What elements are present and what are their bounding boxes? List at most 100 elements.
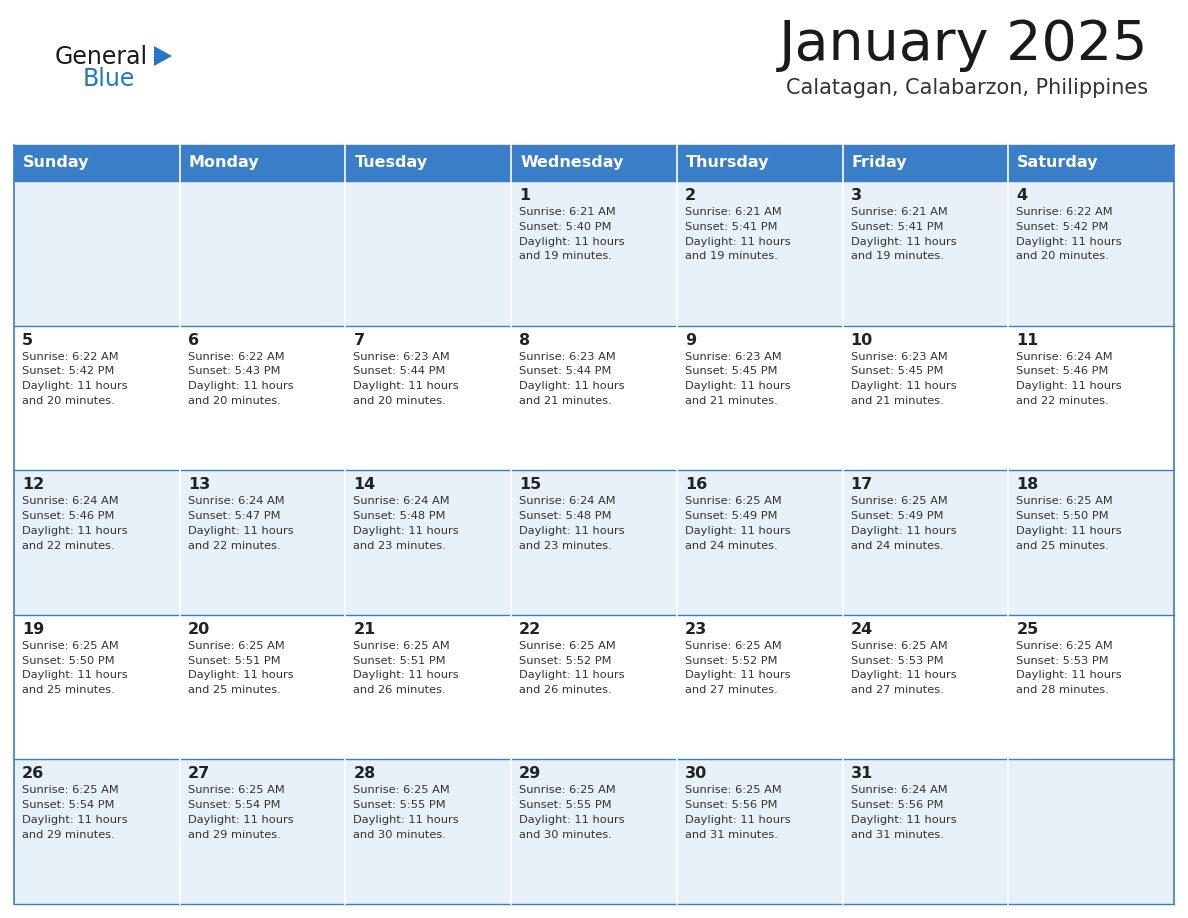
Text: 24: 24	[851, 621, 873, 637]
Text: Sunrise: 6:24 AM: Sunrise: 6:24 AM	[1016, 352, 1113, 362]
Text: Wednesday: Wednesday	[520, 155, 624, 171]
Text: Sunset: 5:49 PM: Sunset: 5:49 PM	[851, 511, 943, 521]
Text: and 20 minutes.: and 20 minutes.	[353, 396, 447, 406]
Text: 29: 29	[519, 767, 542, 781]
Text: Sunset: 5:53 PM: Sunset: 5:53 PM	[1016, 655, 1108, 666]
Text: Daylight: 11 hours: Daylight: 11 hours	[519, 237, 625, 247]
Text: Sunrise: 6:24 AM: Sunrise: 6:24 AM	[23, 497, 119, 506]
Text: Sunrise: 6:25 AM: Sunrise: 6:25 AM	[1016, 497, 1113, 506]
Text: and 31 minutes.: and 31 minutes.	[851, 830, 943, 840]
Text: 27: 27	[188, 767, 210, 781]
Text: Saturday: Saturday	[1017, 155, 1099, 171]
Text: Sunset: 5:51 PM: Sunset: 5:51 PM	[188, 655, 280, 666]
Text: Blue: Blue	[83, 67, 135, 91]
Bar	[14, 181, 1174, 326]
Text: Daylight: 11 hours: Daylight: 11 hours	[353, 815, 459, 825]
Text: and 21 minutes.: and 21 minutes.	[851, 396, 943, 406]
Text: 13: 13	[188, 477, 210, 492]
Text: 26: 26	[23, 767, 44, 781]
Text: Sunday: Sunday	[23, 155, 89, 171]
Text: Sunset: 5:44 PM: Sunset: 5:44 PM	[519, 366, 612, 376]
Bar	[179, 145, 346, 181]
Text: and 21 minutes.: and 21 minutes.	[684, 396, 778, 406]
Text: Daylight: 11 hours: Daylight: 11 hours	[23, 815, 127, 825]
Text: Sunrise: 6:25 AM: Sunrise: 6:25 AM	[188, 786, 284, 795]
Text: Sunset: 5:45 PM: Sunset: 5:45 PM	[851, 366, 943, 376]
Text: Sunrise: 6:24 AM: Sunrise: 6:24 AM	[851, 786, 947, 795]
Bar	[14, 759, 1174, 904]
Text: Sunset: 5:40 PM: Sunset: 5:40 PM	[519, 222, 612, 232]
Text: Daylight: 11 hours: Daylight: 11 hours	[851, 815, 956, 825]
Text: 22: 22	[519, 621, 542, 637]
Text: and 22 minutes.: and 22 minutes.	[1016, 396, 1108, 406]
Text: and 31 minutes.: and 31 minutes.	[684, 830, 778, 840]
Text: Daylight: 11 hours: Daylight: 11 hours	[188, 526, 293, 536]
Text: Sunrise: 6:24 AM: Sunrise: 6:24 AM	[353, 497, 450, 506]
Text: 23: 23	[684, 621, 707, 637]
Text: 31: 31	[851, 767, 873, 781]
Text: Friday: Friday	[852, 155, 908, 171]
Text: Daylight: 11 hours: Daylight: 11 hours	[23, 381, 127, 391]
Text: Tuesday: Tuesday	[354, 155, 428, 171]
Text: and 30 minutes.: and 30 minutes.	[353, 830, 447, 840]
Text: Sunset: 5:50 PM: Sunset: 5:50 PM	[23, 655, 114, 666]
Text: Sunset: 5:41 PM: Sunset: 5:41 PM	[684, 222, 777, 232]
Text: Sunrise: 6:25 AM: Sunrise: 6:25 AM	[851, 497, 947, 506]
Text: Daylight: 11 hours: Daylight: 11 hours	[519, 526, 625, 536]
Text: and 23 minutes.: and 23 minutes.	[519, 541, 612, 551]
Text: and 29 minutes.: and 29 minutes.	[23, 830, 115, 840]
Text: 1: 1	[519, 188, 530, 203]
Text: Sunrise: 6:24 AM: Sunrise: 6:24 AM	[519, 497, 615, 506]
Text: Sunset: 5:55 PM: Sunset: 5:55 PM	[353, 800, 446, 811]
Text: Sunset: 5:42 PM: Sunset: 5:42 PM	[1016, 222, 1108, 232]
Text: and 27 minutes.: and 27 minutes.	[684, 685, 778, 695]
Text: and 25 minutes.: and 25 minutes.	[188, 685, 280, 695]
Bar	[511, 145, 677, 181]
Text: Daylight: 11 hours: Daylight: 11 hours	[684, 670, 790, 680]
Text: Sunset: 5:48 PM: Sunset: 5:48 PM	[353, 511, 446, 521]
Text: Sunset: 5:47 PM: Sunset: 5:47 PM	[188, 511, 280, 521]
Text: Sunset: 5:50 PM: Sunset: 5:50 PM	[1016, 511, 1108, 521]
Polygon shape	[154, 46, 172, 66]
Text: Sunrise: 6:23 AM: Sunrise: 6:23 AM	[851, 352, 947, 362]
Text: Sunrise: 6:23 AM: Sunrise: 6:23 AM	[684, 352, 782, 362]
Text: and 22 minutes.: and 22 minutes.	[188, 541, 280, 551]
Text: and 19 minutes.: and 19 minutes.	[851, 252, 943, 262]
Text: Sunrise: 6:25 AM: Sunrise: 6:25 AM	[684, 786, 782, 795]
Bar	[842, 145, 1009, 181]
Text: Daylight: 11 hours: Daylight: 11 hours	[684, 526, 790, 536]
Text: Daylight: 11 hours: Daylight: 11 hours	[519, 815, 625, 825]
Text: Sunset: 5:48 PM: Sunset: 5:48 PM	[519, 511, 612, 521]
Text: Sunset: 5:41 PM: Sunset: 5:41 PM	[851, 222, 943, 232]
Text: Sunrise: 6:24 AM: Sunrise: 6:24 AM	[188, 497, 284, 506]
Text: 4: 4	[1016, 188, 1028, 203]
Text: Sunrise: 6:25 AM: Sunrise: 6:25 AM	[684, 497, 782, 506]
Text: Sunset: 5:45 PM: Sunset: 5:45 PM	[684, 366, 777, 376]
Text: Sunset: 5:46 PM: Sunset: 5:46 PM	[1016, 366, 1108, 376]
Text: Calatagan, Calabarzon, Philippines: Calatagan, Calabarzon, Philippines	[786, 78, 1148, 98]
Text: Sunrise: 6:22 AM: Sunrise: 6:22 AM	[188, 352, 284, 362]
Text: and 19 minutes.: and 19 minutes.	[684, 252, 778, 262]
Text: and 24 minutes.: and 24 minutes.	[851, 541, 943, 551]
Text: Daylight: 11 hours: Daylight: 11 hours	[684, 237, 790, 247]
Text: 16: 16	[684, 477, 707, 492]
Text: Sunrise: 6:23 AM: Sunrise: 6:23 AM	[353, 352, 450, 362]
Text: Sunset: 5:54 PM: Sunset: 5:54 PM	[188, 800, 280, 811]
Text: 5: 5	[23, 332, 33, 348]
Text: Daylight: 11 hours: Daylight: 11 hours	[353, 670, 459, 680]
Text: and 23 minutes.: and 23 minutes.	[353, 541, 447, 551]
Text: and 21 minutes.: and 21 minutes.	[519, 396, 612, 406]
Text: 8: 8	[519, 332, 530, 348]
Text: Daylight: 11 hours: Daylight: 11 hours	[23, 526, 127, 536]
Text: 30: 30	[684, 767, 707, 781]
Text: Sunrise: 6:25 AM: Sunrise: 6:25 AM	[519, 786, 615, 795]
Text: Sunset: 5:55 PM: Sunset: 5:55 PM	[519, 800, 612, 811]
Text: Sunrise: 6:25 AM: Sunrise: 6:25 AM	[23, 786, 119, 795]
Text: 21: 21	[353, 621, 375, 637]
Text: Sunrise: 6:21 AM: Sunrise: 6:21 AM	[519, 207, 615, 217]
Text: and 20 minutes.: and 20 minutes.	[188, 396, 280, 406]
Text: Sunset: 5:43 PM: Sunset: 5:43 PM	[188, 366, 280, 376]
Text: 2: 2	[684, 188, 696, 203]
Text: and 28 minutes.: and 28 minutes.	[1016, 685, 1110, 695]
Text: Sunrise: 6:25 AM: Sunrise: 6:25 AM	[684, 641, 782, 651]
